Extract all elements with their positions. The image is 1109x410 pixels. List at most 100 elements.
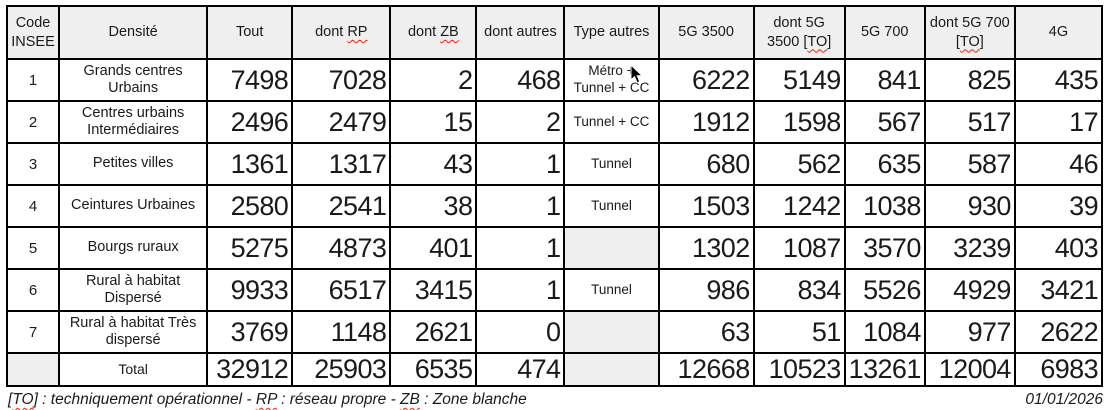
column-header-dont-5g-700-to: dont 5G 700 [TO] — [923, 5, 1016, 60]
cell-5g-3500: 986 — [657, 268, 755, 312]
cell-dont-5g-3500-to: 10523 — [752, 352, 846, 387]
cell-dont-5g-3500-to: 5149 — [752, 58, 846, 102]
cell-tout: 5275 — [206, 226, 294, 270]
table-row: 3 Petites villes 1361 1317 43 1 Tunnel 680 562 63… — [5, 142, 1104, 186]
cell-dont-5g-700-to: 12004 — [923, 352, 1016, 387]
cell-5g-700: 567 — [843, 100, 926, 144]
cell-densite: Rural à habitat Dispersé — [58, 268, 209, 312]
cell-type-autres — [563, 310, 660, 354]
cell-densite: Bourgs ruraux — [58, 226, 209, 270]
column-header-densite: Densité — [58, 5, 209, 60]
cell-densite: Total — [58, 352, 209, 387]
cell-tout: 7498 — [206, 58, 294, 102]
cell-dont-rp: 7028 — [291, 58, 392, 102]
cell-dont-zb: 38 — [389, 184, 478, 228]
cell-dont-zb: 6535 — [389, 352, 478, 387]
spellcheck-underlined-text: TO — [12, 391, 34, 408]
spellcheck-underlined-text: RP — [347, 24, 368, 41]
cell-dont-autres: 1 — [475, 142, 566, 186]
column-header-dont-zb: dont ZB — [389, 5, 478, 60]
cell-4g: 403 — [1013, 226, 1104, 270]
cell-dont-5g-3500-to: 1242 — [752, 184, 846, 228]
cell-tout: 2580 — [206, 184, 294, 228]
cell-dont-zb: 401 — [389, 226, 478, 270]
page-footer: [TO] : techniquement opérationnel - RP :… — [6, 387, 1107, 410]
column-header-dont-rp: dont RP — [291, 5, 392, 60]
cell-type-autres: Tunnel — [563, 268, 660, 312]
cell-tout: 3769 — [206, 310, 294, 354]
table-body: 1 Grands centres Urbains 7498 7028 2 468 Métro… — [5, 58, 1104, 387]
cell-type-autres: Tunnel — [563, 142, 660, 186]
spellcheck-underlined-text: ZB — [440, 24, 459, 41]
cell-5g-3500: 1503 — [657, 184, 755, 228]
cell-tout: 2496 — [206, 100, 294, 144]
header-row: Code INSEE Densité Tout dont RP dont ZB dont … — [5, 5, 1104, 60]
report-date: 01/01/2026 — [1025, 391, 1103, 408]
cell-4g: 17 — [1013, 100, 1104, 144]
cell-4g: 39 — [1013, 184, 1104, 228]
cell-5g-3500: 12668 — [657, 352, 755, 387]
cell-densite: Centres urbains Intermédiaires — [58, 100, 209, 144]
cell-5g-700: 13261 — [843, 352, 926, 387]
cell-dont-5g-700-to: 587 — [923, 142, 1016, 186]
cell-4g: 435 — [1013, 58, 1104, 102]
cell-type-autres: Tunnel + CC — [563, 100, 660, 144]
cell-4g: 6983 — [1013, 352, 1104, 387]
cell-code-insee — [5, 352, 61, 387]
cell-5g-700: 5526 — [843, 268, 926, 312]
cell-densite: Petites villes — [58, 142, 209, 186]
column-header-5g-700: 5G 700 — [843, 5, 926, 60]
spellcheck-underlined-text: TO — [807, 33, 828, 50]
spellcheck-underlined-text: TO — [959, 33, 980, 50]
table-row: Total 32912 25903 6535 474 12668 10523 13261 120… — [5, 352, 1104, 387]
cell-dont-zb: 3415 — [389, 268, 478, 312]
cell-dont-autres: 1 — [475, 226, 566, 270]
cell-5g-3500: 1912 — [657, 100, 755, 144]
cell-4g: 46 — [1013, 142, 1104, 186]
cell-densite: Ceintures Urbaines — [58, 184, 209, 228]
column-header-dont-5g-3500-to: dont 5G 3500 [TO] — [752, 5, 846, 60]
cell-5g-700: 1084 — [843, 310, 926, 354]
cell-dont-autres: 2 — [475, 100, 566, 144]
table-row: 7 Rural à habitat Très dispersé 3769 1148 26… — [5, 310, 1104, 354]
cell-type-autres: Métro + Tunnel + CC — [563, 58, 660, 102]
cell-tout: 9933 — [206, 268, 294, 312]
cell-5g-700: 1038 — [843, 184, 926, 228]
cell-dont-autres: 1 — [475, 268, 566, 312]
cell-dont-rp: 1148 — [291, 310, 392, 354]
cell-dont-zb: 2621 — [389, 310, 478, 354]
coverage-table: Code INSEE Densité Tout dont RP dont ZB dont … — [5, 5, 1104, 387]
cell-5g-700: 635 — [843, 142, 926, 186]
cell-5g-700: 3570 — [843, 226, 926, 270]
cell-tout: 32912 — [206, 352, 294, 387]
cell-code-insee: 6 — [5, 268, 61, 312]
cell-type-autres — [563, 352, 660, 387]
cell-dont-5g-3500-to: 834 — [752, 268, 846, 312]
cell-dont-5g-700-to: 517 — [923, 100, 1016, 144]
column-header-code-insee: Code INSEE — [5, 5, 61, 60]
cell-code-insee: 3 — [5, 142, 61, 186]
cell-code-insee: 7 — [5, 310, 61, 354]
cell-4g: 2622 — [1013, 310, 1104, 354]
cell-code-insee: 5 — [5, 226, 61, 270]
column-header-dont-autres: dont autres — [475, 5, 566, 60]
cell-densite: Grands centres Urbains — [58, 58, 209, 102]
cell-dont-5g-3500-to: 1087 — [752, 226, 846, 270]
cell-5g-3500: 6222 — [657, 58, 755, 102]
column-header-5g-3500: 5G 3500 — [657, 5, 755, 60]
cell-densite: Rural à habitat Très dispersé — [58, 310, 209, 354]
cell-dont-autres: 468 — [475, 58, 566, 102]
cell-dont-rp: 25903 — [291, 352, 392, 387]
cell-dont-zb: 2 — [389, 58, 478, 102]
column-header-tout: Tout — [206, 5, 294, 60]
spellcheck-underlined-text: ZB — [400, 391, 420, 408]
column-header-4g: 4G — [1013, 5, 1104, 60]
cell-5g-3500: 680 — [657, 142, 755, 186]
table-row: 5 Bourgs ruraux 5275 4873 401 1 1302 1087 3570 32… — [5, 226, 1104, 270]
table-row: 2 Centres urbains Intermédiaires 2496 2479 1… — [5, 100, 1104, 144]
cell-5g-700: 841 — [843, 58, 926, 102]
cell-dont-autres: 1 — [475, 184, 566, 228]
spellcheck-underlined-text: RP — [255, 391, 277, 408]
cell-dont-5g-700-to: 825 — [923, 58, 1016, 102]
